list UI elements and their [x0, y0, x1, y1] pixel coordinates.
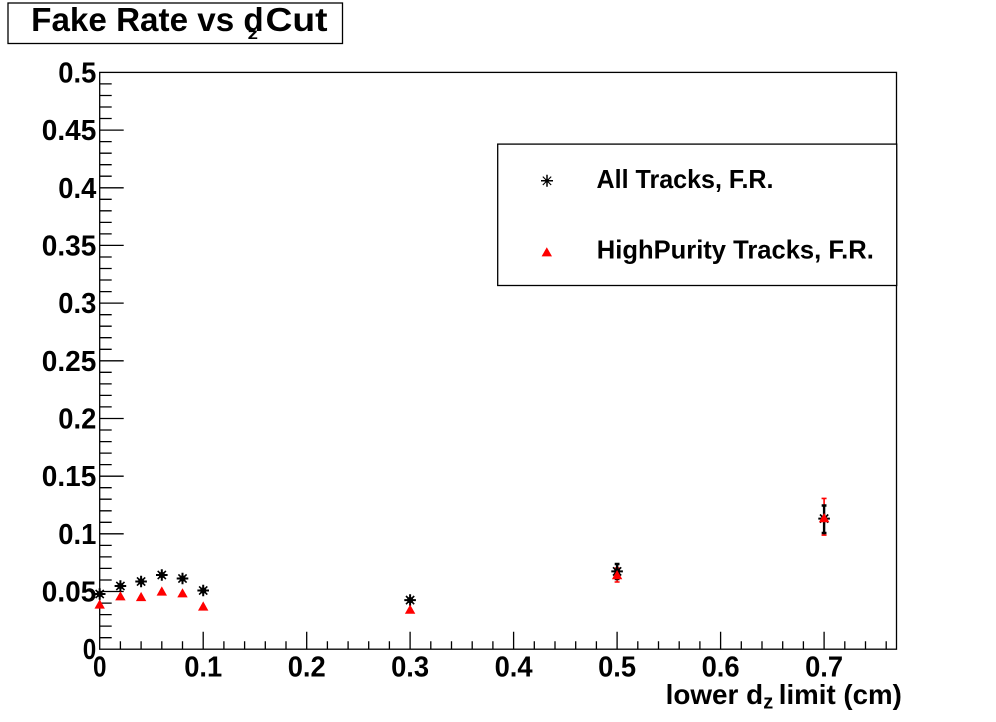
svg-text:0.6: 0.6	[702, 652, 740, 684]
svg-text:0.15: 0.15	[42, 461, 97, 493]
svg-text:Fake Rate vs d: Fake Rate vs d	[31, 1, 264, 38]
svg-text:lower d: lower d	[666, 679, 764, 710]
svg-text:0.25: 0.25	[42, 346, 97, 378]
svg-text:0.7: 0.7	[805, 652, 843, 684]
svg-text:z: z	[763, 692, 773, 714]
svg-text:limit (cm): limit (cm)	[779, 679, 902, 710]
svg-text:0.3: 0.3	[391, 652, 429, 684]
svg-text:0.4: 0.4	[58, 173, 96, 205]
svg-text:0: 0	[83, 634, 97, 666]
svg-text:0.2: 0.2	[288, 652, 326, 684]
svg-text:0.3: 0.3	[58, 288, 96, 320]
svg-text:0.35: 0.35	[42, 230, 97, 262]
svg-text:z: z	[248, 26, 259, 43]
svg-text:0.1: 0.1	[184, 652, 222, 684]
svg-text:0.1: 0.1	[58, 519, 96, 551]
svg-text:HighPurity Tracks, F.R.: HighPurity Tracks, F.R.	[597, 234, 874, 264]
svg-text:0.5: 0.5	[598, 652, 636, 684]
svg-text:All Tracks, F.R.: All Tracks, F.R.	[597, 164, 774, 194]
svg-text:0: 0	[93, 652, 107, 684]
svg-text:Cut: Cut	[266, 1, 328, 38]
svg-text:0.4: 0.4	[495, 652, 533, 684]
svg-text:0.2: 0.2	[58, 404, 96, 436]
svg-text:0.45: 0.45	[42, 115, 97, 147]
svg-text:0.5: 0.5	[58, 57, 96, 89]
svg-text:0.05: 0.05	[42, 577, 97, 609]
